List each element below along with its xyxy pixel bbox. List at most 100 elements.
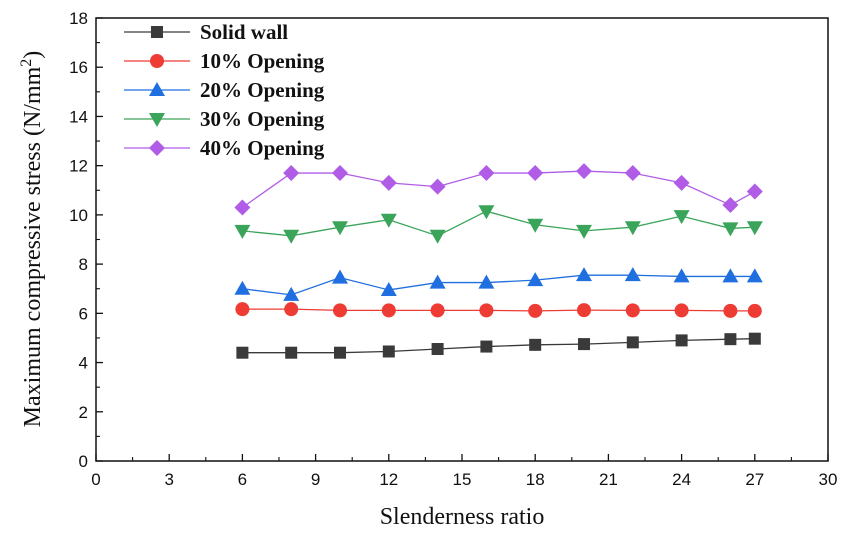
legend-label: 20% Opening: [200, 78, 325, 102]
data-point: [234, 280, 251, 295]
data-point: [675, 334, 688, 347]
legend-marker: [149, 140, 165, 156]
series-4: [234, 163, 763, 216]
legend-label: 30% Opening: [200, 107, 325, 131]
series-0: [236, 332, 761, 359]
data-point: [382, 345, 395, 358]
y-tick-label: 12: [69, 157, 88, 176]
data-point: [624, 221, 641, 236]
legend-label: 10% Opening: [200, 49, 325, 73]
legend-item: 40% Opening: [124, 136, 325, 160]
y-axis-title-main: Maximum compressive stress (N/mm: [20, 66, 46, 427]
x-tick-label: 27: [745, 470, 764, 489]
data-point: [528, 303, 543, 318]
y-tick-label: 18: [69, 9, 88, 28]
data-point: [674, 303, 689, 318]
y-tick-label: 16: [69, 58, 88, 77]
x-tick-label: 30: [819, 470, 838, 489]
data-point: [746, 183, 763, 200]
data-point: [283, 165, 300, 182]
data-point: [478, 205, 495, 220]
data-point: [722, 222, 739, 237]
series-3: [234, 205, 763, 244]
y-tick-label: 4: [79, 354, 88, 373]
data-point: [576, 163, 592, 180]
y-tick-label: 8: [79, 255, 88, 274]
data-point: [235, 302, 250, 317]
y-axis-title-sup: 2: [18, 59, 35, 67]
legend-marker: [150, 54, 164, 68]
data-point: [723, 303, 738, 318]
y-tick-label: 14: [69, 107, 88, 126]
data-point: [332, 269, 348, 284]
series-line: [242, 338, 755, 354]
series-2: [234, 267, 763, 301]
x-tick-label: 24: [672, 470, 691, 489]
data-point: [332, 165, 348, 182]
data-point: [429, 229, 446, 244]
y-tick-label: 10: [69, 206, 88, 225]
y-tick-label: 0: [79, 452, 88, 471]
data-point: [283, 229, 300, 244]
data-point: [624, 165, 641, 182]
legend-label: Solid wall: [200, 20, 288, 44]
data-point: [478, 274, 495, 289]
data-point: [480, 340, 493, 353]
data-point: [236, 346, 249, 359]
data-point: [527, 165, 544, 182]
series-line: [242, 210, 755, 237]
data-point: [334, 346, 346, 359]
y-tick-label: 2: [79, 403, 88, 422]
series-1: [235, 302, 762, 318]
x-tick-label: 0: [91, 470, 100, 489]
data-point: [624, 267, 641, 282]
legend-item: 30% Opening: [124, 107, 325, 131]
y-axis-title-close: ): [20, 51, 46, 59]
x-tick-label: 12: [379, 470, 398, 489]
data-point: [429, 178, 446, 195]
data-point: [430, 303, 445, 318]
data-point: [284, 302, 299, 317]
x-tick-label: 15: [453, 470, 472, 489]
data-point: [576, 224, 592, 239]
x-tick-label: 3: [164, 470, 173, 489]
data-point: [380, 174, 397, 191]
data-point: [724, 333, 737, 346]
x-axis-title: Slenderness ratio: [380, 504, 545, 530]
data-point: [673, 210, 690, 225]
legend-marker: [149, 82, 165, 96]
y-axis-title: Maximum compressive stress (N/mm2): [18, 51, 46, 428]
data-point: [625, 303, 640, 318]
legend-marker: [149, 113, 165, 127]
x-tick-label: 21: [599, 470, 618, 489]
series-line: [242, 308, 755, 312]
x-tick-label: 6: [238, 470, 247, 489]
data-point: [747, 303, 762, 318]
series-layer: [234, 163, 763, 359]
y-axis: 0 2 4 6 8 10 12 14 16 18: [69, 9, 103, 471]
legend-label: 40% Opening: [200, 136, 325, 160]
data-point: [527, 218, 544, 233]
data-point: [283, 286, 300, 301]
legend-marker: [151, 26, 163, 38]
data-point: [381, 303, 396, 318]
data-point: [746, 268, 763, 283]
data-point: [527, 272, 544, 287]
data-point: [431, 343, 444, 356]
legend-item: Solid wall: [124, 20, 288, 44]
x-axis: 0 3 6 9 12 15 18 21 24 27 30: [91, 454, 837, 489]
series-line: [242, 170, 756, 209]
data-point: [380, 213, 397, 228]
data-point: [673, 268, 690, 283]
x-tick-label: 9: [311, 470, 320, 489]
data-point: [380, 281, 397, 296]
data-point: [285, 346, 298, 359]
data-point: [234, 199, 251, 216]
data-point: [333, 303, 347, 318]
data-point: [529, 338, 542, 351]
data-point: [234, 224, 251, 239]
data-point: [479, 303, 494, 318]
legend-item: 10% Opening: [124, 49, 325, 73]
data-point: [576, 267, 592, 282]
